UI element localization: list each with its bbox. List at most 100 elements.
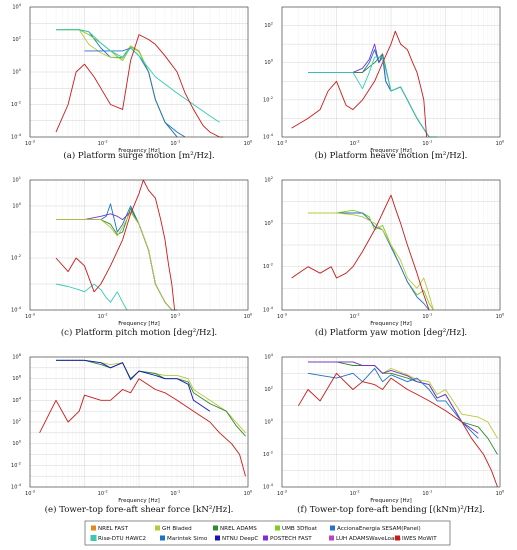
x-tick-exp: 0 [250, 313, 253, 317]
series-line-3 [307, 367, 479, 439]
series-line-2 [56, 211, 173, 311]
legend-label: UMB 3Dfloat [282, 526, 318, 532]
x-tick-label: 10-2 [98, 313, 108, 321]
y-tick-label: 102 [264, 386, 273, 394]
x-tick-label: 10-1 [422, 490, 432, 498]
y-tick-exp: -2 [17, 101, 21, 105]
legend-item: NREL FAST [91, 525, 129, 532]
legend-item: NREL ADAMS [213, 525, 257, 532]
y-tick-label: 10-4 [263, 133, 274, 141]
x-tick-label: 100 [496, 140, 505, 148]
legend-label: POSTECH FAST [270, 536, 312, 542]
y-tick-label: 102 [12, 418, 21, 426]
y-tick-label: 106 [12, 375, 21, 383]
x-tick-label: 10-1 [170, 490, 180, 498]
x-tick-exp: -1 [177, 313, 181, 317]
x-tick-exp: -3 [31, 490, 35, 494]
x-tick-label: 10-1 [170, 140, 180, 148]
y-tick-exp: 6 [19, 375, 22, 379]
x-tick-label: 10-2 [350, 313, 360, 321]
plot-frame [29, 356, 249, 488]
panel-5: 10-3 10-2 10-1 100 Frequency [Hz] 104 102 100 10… [263, 353, 505, 515]
legend-swatch [90, 535, 97, 541]
legend-label: GH Bladed [162, 526, 192, 532]
legend-label: NREL FAST [98, 526, 129, 532]
y-tick-exp: -2 [269, 451, 273, 455]
y-tick-exp: 8 [19, 353, 22, 357]
x-tick-exp: -3 [283, 313, 287, 317]
y-tick-label: 104 [12, 3, 21, 11]
series-line-3 [291, 194, 430, 311]
y-tick-exp: -2 [269, 96, 273, 100]
x-axis-label: Frequency [Hz] [370, 321, 411, 327]
x-tick-label: 10-2 [98, 140, 108, 148]
y-tick-label: 100 [12, 68, 21, 76]
x-tick-exp: -1 [429, 140, 433, 144]
y-tick-exp: 2 [271, 22, 273, 26]
x-axis-label: Frequency [Hz] [118, 321, 159, 327]
y-tick-exp: 0 [271, 59, 274, 63]
legend-item: Marintek Simo [160, 535, 208, 542]
series-line-1 [308, 212, 430, 311]
y-tick-exp: -4 [17, 133, 21, 137]
legend-item: LUH ADAMSWaveLoads [329, 535, 401, 542]
y-tick-label: 100 [12, 202, 21, 210]
y-tick-label: 100 [264, 418, 273, 426]
x-tick-label: 100 [496, 313, 505, 321]
x-tick-exp: 0 [250, 490, 253, 494]
x-tick-label: 100 [244, 490, 253, 498]
series-line-4 [298, 372, 498, 488]
plot-frame [29, 6, 249, 138]
panel-caption: (a) Platform surge motion [m²/Hz]. [63, 150, 214, 161]
plot-frame [281, 356, 501, 488]
y-tick-exp: -4 [17, 306, 21, 310]
x-tick-exp: -3 [31, 140, 35, 144]
y-tick-exp: 2 [271, 386, 273, 390]
legend-swatch [213, 525, 218, 531]
y-tick-exp: 2 [19, 36, 21, 40]
x-tick-label: 10-1 [422, 313, 432, 321]
x-tick-exp: -2 [104, 313, 108, 317]
legend-swatch [263, 535, 268, 541]
series-line-4 [55, 283, 128, 311]
y-tick-exp: 2 [19, 418, 21, 422]
plot-frame [29, 179, 249, 311]
panel-4: 10-3 10-2 10-1 100 Frequency [Hz] 108 106 104 10… [11, 353, 253, 515]
y-tick-exp: 4 [271, 353, 274, 357]
y-tick-label: 100 [12, 440, 21, 448]
y-tick-exp: 0 [271, 219, 274, 223]
x-tick-exp: -1 [429, 313, 433, 317]
series-line-2 [308, 361, 479, 434]
series-line-3 [56, 211, 173, 311]
y-tick-label: 10-4 [11, 306, 22, 314]
y-tick-exp: 0 [19, 68, 22, 72]
plot-frame [281, 6, 501, 138]
x-axis-label: Frequency [Hz] [118, 148, 159, 154]
series-line-0 [308, 43, 438, 138]
series-line-3 [308, 56, 438, 138]
y-tick-label: 10-4 [11, 483, 22, 491]
legend-label: Marintek Simo [167, 536, 208, 542]
y-tick-label: 10-2 [263, 96, 273, 104]
y-tick-label: 10-2 [11, 101, 21, 109]
legend-item: POSTECH FAST [263, 535, 312, 542]
y-tick-exp: 4 [19, 396, 22, 400]
x-tick-label: 100 [496, 490, 505, 498]
y-tick-exp: 0 [19, 440, 22, 444]
y-tick-exp: 0 [271, 418, 274, 422]
legend-item: NTNU DeepC [215, 535, 258, 542]
x-tick-exp: -2 [104, 140, 108, 144]
legend-item: GH Bladed [155, 525, 192, 532]
y-tick-label: 102 [264, 176, 273, 184]
y-tick-exp: -4 [269, 133, 273, 137]
y-tick-exp: 0 [19, 202, 22, 206]
y-tick-label: 10-4 [263, 483, 274, 491]
series-line-2 [56, 359, 211, 412]
y-tick-exp: 1 [19, 176, 21, 180]
y-tick-exp: -2 [17, 461, 21, 465]
x-tick-exp: 0 [502, 140, 505, 144]
y-tick-label: 10-2 [11, 254, 21, 262]
y-tick-exp: -2 [269, 263, 273, 267]
x-axis-label: Frequency [Hz] [370, 148, 411, 154]
